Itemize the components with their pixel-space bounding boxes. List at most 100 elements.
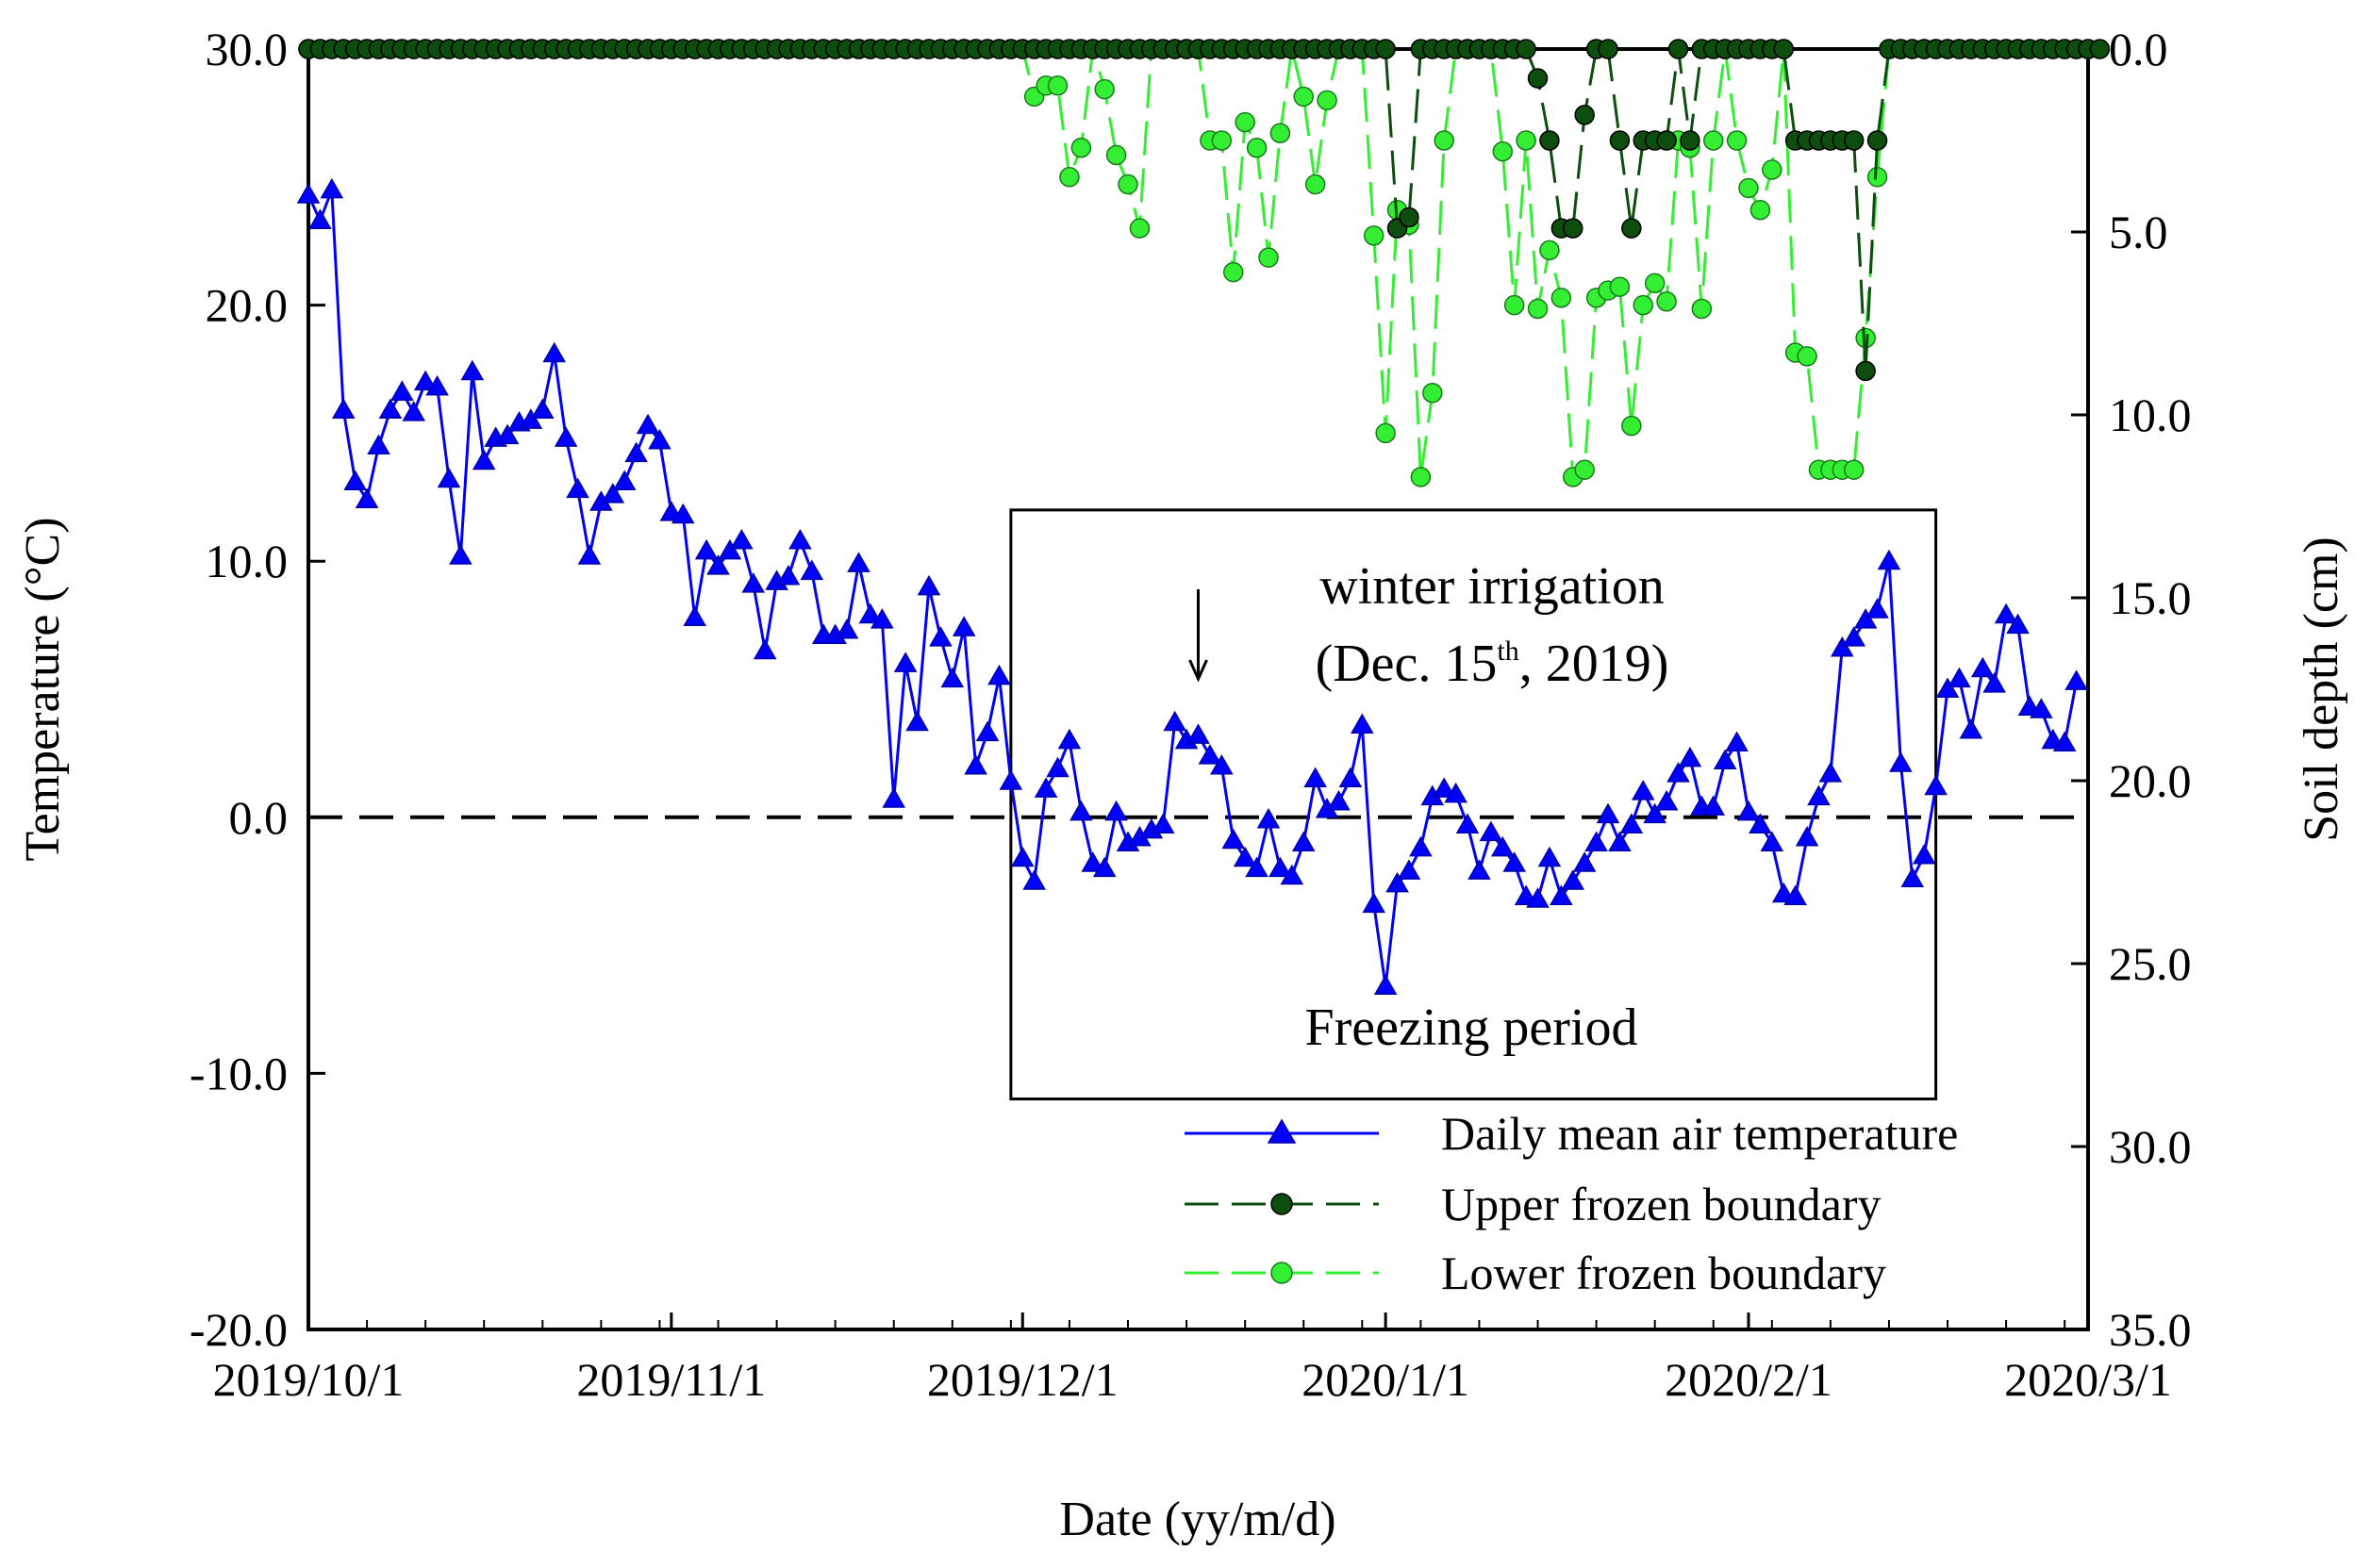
data-point-triangle [1736,800,1761,821]
data-point-triangle [390,380,414,401]
data-point-triangle [601,483,625,503]
y-tick-label: 10.0 [206,535,289,587]
data-point-circle [1047,75,1069,96]
data-point-triangle [952,616,976,636]
data-point-triangle [308,208,332,229]
data-point-circle [1527,68,1549,89]
y2-axis-title: Soil depth (cm) [2295,536,2348,842]
data-point-circle [1304,173,1326,195]
y-axis-title: Temperature (°C) [16,517,70,861]
data-point-triangle [1550,884,1573,905]
data-point-triangle [530,398,555,419]
data-point-triangle [2052,731,2077,752]
data-point-triangle [694,538,719,560]
data-point-circle [1574,105,1595,125]
data-point-circle [1211,130,1233,151]
freezing-period-box [1009,508,1938,1101]
data-point-triangle [929,626,953,647]
data-point-triangle [1643,802,1666,824]
data-point-circle [1621,415,1642,437]
data-point-triangle [1725,731,1749,752]
data-point-triangle [495,423,520,445]
data-point-circle [1222,261,1244,283]
data-point-triangle [1561,869,1585,890]
data-point-triangle [1807,784,1831,806]
legend-item-upper: Upper frozen boundary [1185,1178,1881,1230]
data-point-triangle [1877,549,1901,570]
data-point-circle [1633,294,1653,316]
data-point-triangle [975,720,1000,742]
data-point-circle [1422,382,1443,404]
data-point-circle [1749,199,1771,221]
data-point-triangle [1081,851,1105,872]
data-point-triangle [741,572,766,593]
y-tick-label: 30.0 [206,23,289,75]
data-point-circle [1363,225,1384,246]
data-point-triangle [1338,767,1363,788]
x-axis-title: Date (yy/m/d) [1059,1493,1335,1546]
y2-tick-label: 20.0 [2109,754,2192,807]
data-point-triangle [1022,869,1046,890]
x-tick-label: 2020/3/1 [2004,1353,2172,1406]
data-point-triangle [671,503,695,524]
data-point-circle [1094,78,1115,100]
data-point-triangle [1572,851,1597,872]
data-point-triangle [893,652,918,672]
data-point-triangle [413,370,438,391]
data-point-circle [1105,144,1127,166]
data-point-circle [1129,218,1151,239]
legend-label-temperature: Daily mean air temperature [1441,1107,1958,1160]
data-point-triangle [1537,846,1562,867]
annotation-date-post: , 2019) [1519,635,1669,693]
data-point-triangle [577,544,602,565]
annotation-winter-irrigation: winter irrigation [1319,557,1664,616]
data-point-circle [1574,459,1595,480]
data-point-triangle [648,429,672,450]
data-point-triangle [402,401,426,421]
annotation-freezing-period: Freezing period [1305,999,1638,1057]
data-point-circle [1773,39,1794,59]
data-point-triangle [1069,800,1093,821]
y-tick-label: 20.0 [206,279,289,332]
data-point-triangle [1373,974,1398,996]
legend-triangle-icon [1267,1118,1297,1144]
data-point-circle [1656,290,1677,312]
data-point-circle [1235,111,1255,133]
data-point-circle [1656,130,1677,151]
x-tick-label: 2020/1/1 [1302,1353,1469,1406]
data-point-circle [1434,130,1454,151]
data-point-circle [1644,272,1666,294]
data-point-triangle [1351,713,1374,734]
data-point-triangle [1608,831,1632,851]
data-point-triangle [1584,831,1608,851]
data-point-circle [1843,459,1865,480]
data-point-triangle [1362,892,1386,914]
data-point-triangle [2030,698,2053,718]
data-point-circle [1118,173,1138,195]
series-daily-mean-air-temperature [296,177,2088,996]
data-point-circle [1070,138,1092,158]
y2-tick-label: 5.0 [2109,206,2168,258]
data-point-triangle [460,359,485,381]
data-point-circle [1855,360,1876,382]
y2-tick-label: 35.0 [2109,1303,2192,1356]
data-point-triangle [1186,723,1210,744]
y2-tick-label: 0.0 [2109,23,2168,75]
data-point-triangle [940,667,965,688]
data-point-triangle [1163,710,1186,732]
data-point-circle [1539,130,1560,151]
data-point-circle [1866,167,1888,188]
annotation-date-pre: (Dec. 15 [1316,635,1498,693]
data-point-circle [1843,130,1865,151]
data-point-triangle [718,538,742,560]
data-point-circle [1516,130,1536,151]
data-point-triangle [1409,835,1433,857]
data-point-circle [1527,298,1549,320]
series-lower-frozen-boundary [298,39,2098,487]
data-point-triangle [905,710,929,732]
data-point-circle [1563,218,1583,239]
data-point-triangle [542,341,566,363]
data-point-circle [1691,298,1713,320]
data-point-triangle [1853,608,1878,629]
x-tick-label: 2019/12/1 [927,1353,1119,1406]
